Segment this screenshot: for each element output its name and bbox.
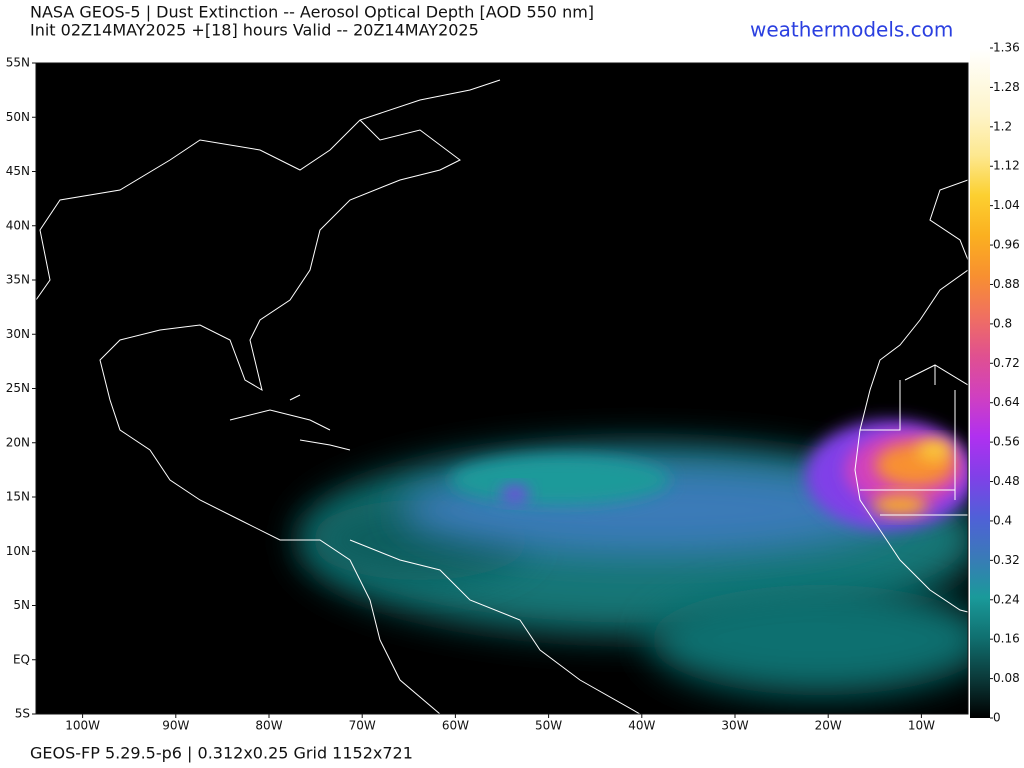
colorbar <box>970 48 990 718</box>
colorbar-tick-label: 1.12 <box>993 159 1020 173</box>
y-tick-label: 45N <box>6 164 30 178</box>
colorbar-tick-label: 0.4 <box>993 513 1012 527</box>
x-tick-label: 50W <box>535 719 562 733</box>
y-tick-label: 5S <box>15 707 30 721</box>
title: NASA GEOS-5 | Dust Extinction -- Aerosol… <box>30 3 594 22</box>
colorbar-tick-label: 0.16 <box>993 632 1020 646</box>
colorbar-tick-label: 0.08 <box>993 671 1020 685</box>
dust-plume <box>300 420 968 695</box>
x-tick-label: 90W <box>162 719 189 733</box>
colorbar-tick-label: 0.72 <box>993 356 1020 370</box>
subtitle: Init 02Z14MAY2025 +[18] hours Valid -- 2… <box>30 21 479 40</box>
y-tick-label: 15N <box>6 490 30 504</box>
colorbar-tick-label: 0 <box>993 711 1001 725</box>
colorbar-tick-label: 0.48 <box>993 474 1020 488</box>
y-tick-label: 40N <box>6 218 30 232</box>
map <box>36 63 968 714</box>
x-tick-label: 40W <box>628 719 655 733</box>
x-tick-label: 100W <box>65 719 100 733</box>
y-tick-label: 30N <box>6 327 30 341</box>
colorbar-tick-label: 1.28 <box>993 80 1020 94</box>
colorbar-tick-label: 0.8 <box>993 316 1012 330</box>
x-tick-label: 20W <box>815 719 842 733</box>
x-tick-label: 80W <box>255 719 282 733</box>
y-tick-label: 10N <box>6 544 30 558</box>
y-tick-label: EQ <box>13 652 30 666</box>
colorbar-tick-label: 0.24 <box>993 592 1020 606</box>
y-tick-label: 50N <box>6 110 30 124</box>
x-tick-label: 70W <box>349 719 376 733</box>
x-tick-label: 10W <box>908 719 935 733</box>
x-tick-label: 60W <box>442 719 469 733</box>
colorbar-tick-label: 0.32 <box>993 553 1020 567</box>
colorbar-tick-label: 0.88 <box>993 277 1020 291</box>
y-tick-label: 5N <box>13 598 30 612</box>
colorbar-tick-label: 1.36 <box>993 41 1020 55</box>
footer: GEOS-FP 5.29.5-p6 | 0.312x0.25 Grid 1152… <box>30 744 413 763</box>
y-tick-label: 55N <box>6 56 30 70</box>
colorbar-tick-label: 0.96 <box>993 238 1020 252</box>
coastlines <box>36 79 968 714</box>
colorbar-tick-label: 1.2 <box>993 119 1012 133</box>
colorbar-tick-label: 0.56 <box>993 435 1020 449</box>
site-name: weathermodels.com <box>750 18 953 42</box>
colorbar-tick-label: 1.04 <box>993 198 1020 212</box>
y-tick-label: 20N <box>6 435 30 449</box>
x-tick-label: 30W <box>721 719 748 733</box>
colorbar-tick-label: 0.64 <box>993 395 1020 409</box>
y-tick-label: 25N <box>6 381 30 395</box>
y-tick-label: 35N <box>6 273 30 287</box>
